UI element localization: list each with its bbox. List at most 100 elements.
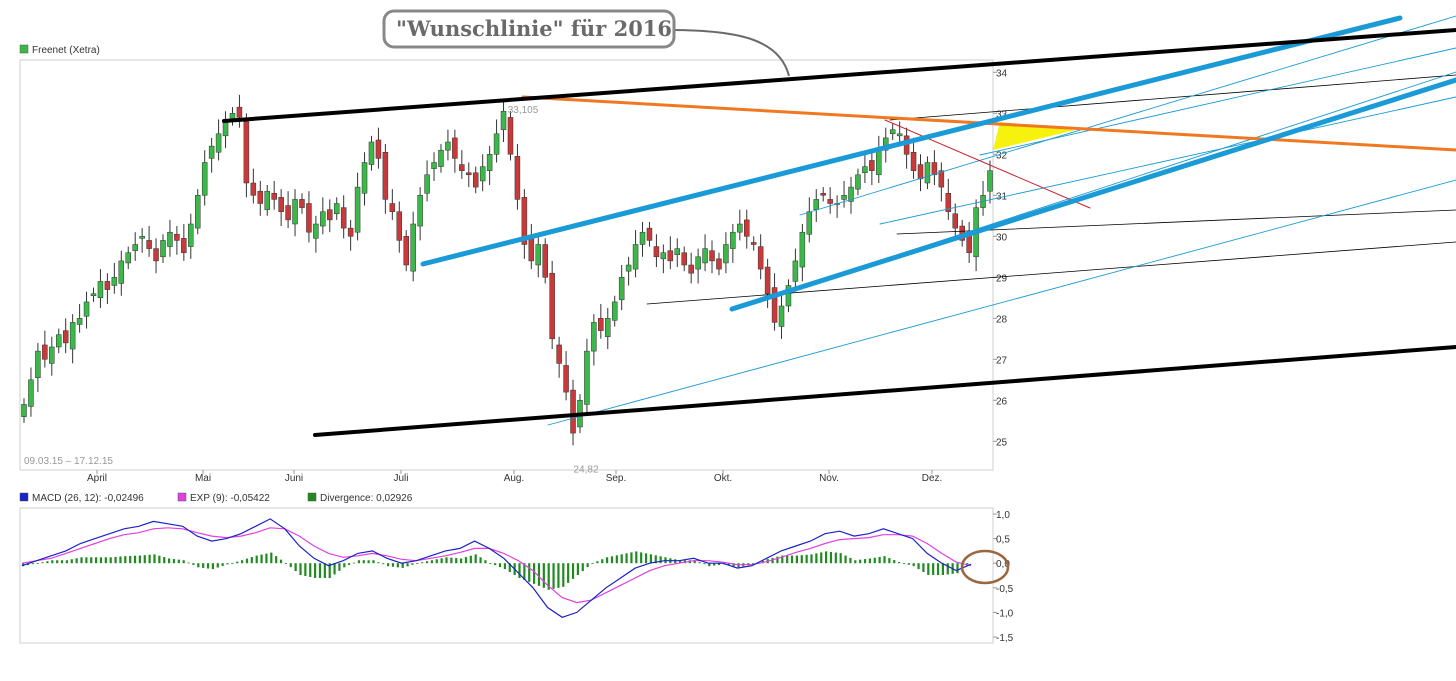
x-tick-label: Sep. xyxy=(606,473,627,484)
candle-body xyxy=(132,244,138,251)
divergence-bar xyxy=(255,555,258,564)
divergence-bar xyxy=(163,557,166,564)
candle-body xyxy=(507,117,514,155)
candle-body xyxy=(410,223,416,272)
macd-y-tick-label: -1,5 xyxy=(996,633,1014,644)
divergence-bar xyxy=(781,555,784,564)
divergence-bar xyxy=(518,563,521,578)
x-tick-label: Nov. xyxy=(819,473,839,484)
divergence-bar xyxy=(172,559,176,564)
channel-thin-blue-3 xyxy=(879,96,1456,225)
candle-body xyxy=(716,258,722,270)
divergence-bar xyxy=(615,555,618,564)
y-tick-label: 33 xyxy=(996,109,1008,120)
candle-body xyxy=(869,160,875,171)
divergence-bar xyxy=(65,560,68,564)
divergence-bar xyxy=(586,563,589,568)
divergence-bar xyxy=(382,563,385,565)
x-tick-label: Juli xyxy=(393,473,408,484)
divergence-bar xyxy=(829,551,833,564)
divergence-bar xyxy=(786,555,789,564)
candle-body xyxy=(201,162,208,196)
candle-body xyxy=(792,260,799,282)
divergence-bar xyxy=(907,563,910,565)
divergence-bar xyxy=(640,552,643,564)
candle-body xyxy=(750,242,757,245)
high-annotation: 33,105 xyxy=(508,105,539,116)
price-panel-frame xyxy=(19,59,994,471)
low-annotation: 24,82 xyxy=(573,465,598,476)
candle-body xyxy=(354,186,361,233)
candle-body xyxy=(876,149,882,176)
macd-y-tick-label: 0,5 xyxy=(996,535,1010,546)
channel-thin-blue-2 xyxy=(799,15,1456,216)
divergence-bar xyxy=(51,560,54,564)
divergence-bar xyxy=(299,563,302,576)
candle-body xyxy=(257,190,264,204)
divergence-bar xyxy=(878,556,881,564)
divergence-bar xyxy=(810,554,813,564)
divergence-bar xyxy=(859,559,862,564)
divergence-bar xyxy=(343,563,346,568)
candle-body xyxy=(104,281,111,290)
divergence-bar xyxy=(41,562,44,564)
candle-body xyxy=(174,234,180,241)
divergence-bar xyxy=(114,556,117,564)
divergence-bar xyxy=(75,558,78,564)
channel-thick-blue-upper xyxy=(420,15,1403,267)
candle-body xyxy=(264,190,270,210)
divergence-bar xyxy=(338,563,341,571)
divergence-bar xyxy=(133,555,137,564)
divergence-bar xyxy=(46,561,49,564)
divergence-bar xyxy=(425,561,429,564)
candle-body xyxy=(208,145,215,159)
candle-body xyxy=(368,141,375,165)
candle-body xyxy=(862,166,868,174)
candle-body xyxy=(702,248,708,264)
divergence-bar xyxy=(601,559,604,564)
divergence-bar xyxy=(80,557,83,564)
divergence-bar xyxy=(416,563,419,564)
divergence-bar xyxy=(956,563,959,574)
macd-legend-swatch xyxy=(177,492,187,502)
macd-y-tick-label: -1,0 xyxy=(996,608,1014,619)
candle-body xyxy=(160,240,166,258)
divergence-bar xyxy=(304,563,307,576)
candle-body xyxy=(243,121,250,184)
divergence-bar xyxy=(56,560,59,564)
candle-body xyxy=(375,139,382,159)
candle-body xyxy=(69,322,76,350)
divergence-bar xyxy=(138,555,141,564)
divergence-bar xyxy=(440,558,443,564)
divergence-bar xyxy=(649,554,652,564)
candle-body xyxy=(813,199,820,210)
divergence-bar xyxy=(581,563,584,572)
candle-body xyxy=(431,162,437,169)
candle-body xyxy=(320,211,326,227)
divergence-bar xyxy=(430,560,433,564)
candle-body xyxy=(514,156,521,200)
candle-body xyxy=(625,264,632,272)
candle-body xyxy=(445,141,451,151)
divergence-bar xyxy=(805,554,808,564)
candle-body xyxy=(674,248,681,256)
channel-thick-blue-lower xyxy=(729,77,1456,312)
x-tick-label: Aug. xyxy=(504,473,525,484)
divergence-bar xyxy=(868,558,871,564)
candle-body xyxy=(472,172,479,188)
y-tick-label: 32 xyxy=(996,150,1008,161)
candle-body xyxy=(389,203,396,212)
candle-body xyxy=(97,281,104,299)
divergence-bar xyxy=(265,553,268,564)
divergence-bar xyxy=(620,554,623,564)
divergence-bar xyxy=(187,562,190,564)
candle-body xyxy=(896,133,903,137)
macd-histogram xyxy=(22,551,969,590)
divergence-bar xyxy=(70,559,73,564)
divergence-bar xyxy=(727,563,730,566)
candle-body xyxy=(528,238,535,262)
callout-text: "Wunschlinie" für 2016 xyxy=(396,16,672,41)
candle-body xyxy=(382,152,389,200)
macd-legend-label: Divergence: 0,02926 xyxy=(320,493,413,504)
divergence-bar xyxy=(771,557,774,564)
